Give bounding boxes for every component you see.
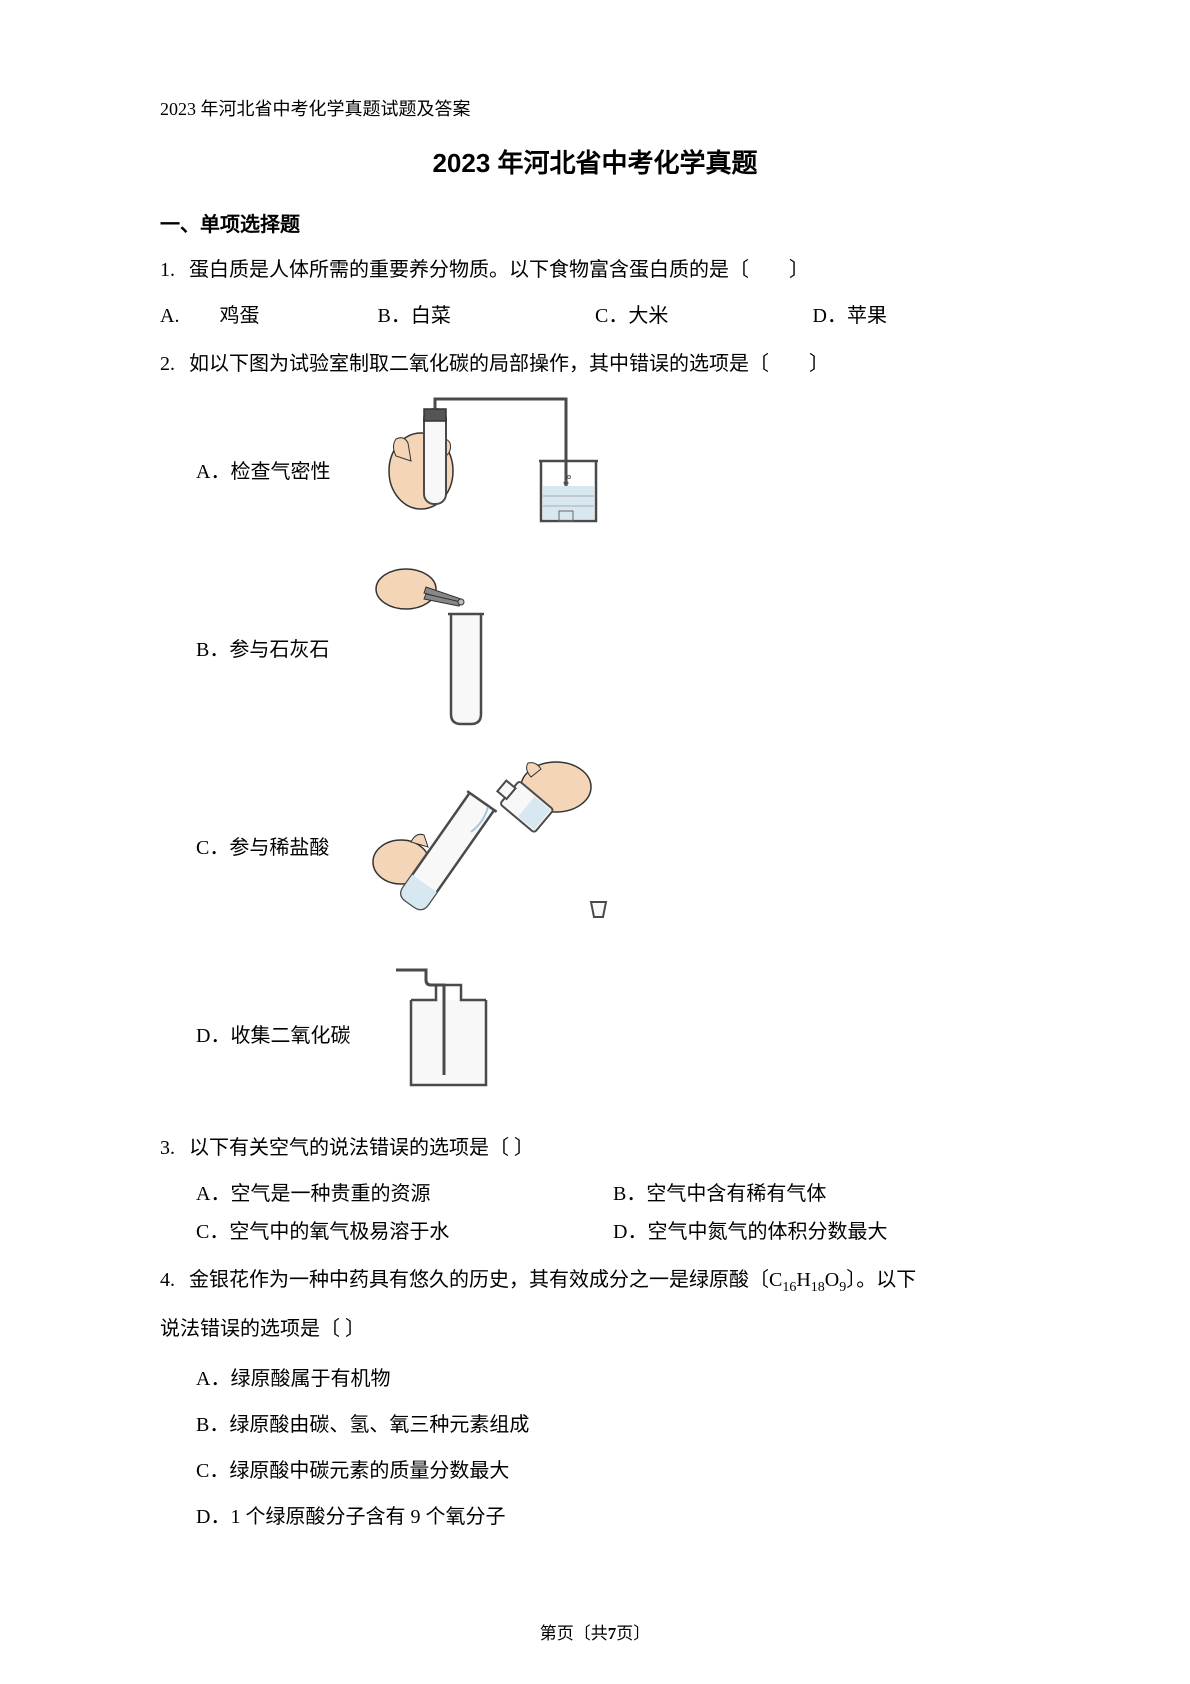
question-1: 1. 蛋白质是人体所需的重要养分物质。以下食物富含蛋白质的是〔 〕 xyxy=(160,251,1030,289)
airtight-check-diagram xyxy=(366,391,626,547)
section-1-heading: 一、单项选择题 xyxy=(160,208,1030,237)
q2-optc-label: C．参与稀盐酸 xyxy=(196,831,366,860)
question-3: 3. 以下有关空气的说法错误的选项是〔 〕 xyxy=(160,1129,1030,1167)
q1-option-a: A. 鸡蛋 xyxy=(160,297,378,335)
q1-option-d: D．苹果 xyxy=(813,297,1031,335)
q4-option-a: A．绿原酸属于有机物 xyxy=(196,1356,1030,1402)
page-header: 2023 年河北省中考化学真题试题及答案 xyxy=(160,95,1030,121)
q4-line2: 说法错误的选项是〔 〕 xyxy=(160,1310,1030,1348)
q4-option-b: B．绿原酸由碳、氢、氧三种元素组成 xyxy=(196,1402,1030,1448)
q1-text: 蛋白质是人体所需的重要养分物质。以下食物富含蛋白质的是〔 〕 xyxy=(189,259,809,281)
q4-text-line2: 说法错误的选项是〔 〕 xyxy=(160,1318,365,1340)
question-2: 2. 如以下图为试验室制取二氧化碳的局部操作，其中错误的选项是〔 〕 xyxy=(160,345,1030,383)
q1-options: A. 鸡蛋 B．白菜 C．大米 D．苹果 xyxy=(160,297,1030,335)
q1-number: 1. xyxy=(160,251,184,289)
q2-image-options: A．检查气密性 xyxy=(160,391,1030,1111)
q2-optd-label: D．收集二氧化碳 xyxy=(196,1019,366,1048)
q3-option-a: A．空气是一种贵重的资源 xyxy=(196,1175,613,1213)
q2-optb-label: B．参与石灰石 xyxy=(196,633,366,662)
q2-option-b: B．参与石灰石 xyxy=(196,559,1030,735)
q4-text-p4: 〕。以下 xyxy=(846,1269,916,1291)
q2-option-a: A．检查气密性 xyxy=(196,391,1030,547)
footer-p1: 第页〔共 xyxy=(540,1624,608,1643)
q2-opta-label: A．检查气密性 xyxy=(196,455,366,484)
question-4: 4. 金银花作为一种中药具有悠久的历史，其有效成分之一是绿原酸〔C16H18O9… xyxy=(160,1261,1030,1302)
q4-options: A．绿原酸属于有机物 B．绿原酸由碳、氢、氧三种元素组成 C．绿原酸中碳元素的质… xyxy=(160,1356,1030,1540)
q3-options-row2: C．空气中的氧气极易溶于水 D．空气中氮气的体积分数最大 xyxy=(160,1213,1030,1251)
exam-title: 2023 年河北省中考化学真题 xyxy=(160,143,1030,180)
add-acid-diagram xyxy=(366,747,646,943)
q1-option-b: B．白菜 xyxy=(378,297,596,335)
q4-text-p3: O xyxy=(825,1269,839,1291)
footer-total: 7 xyxy=(608,1624,617,1643)
q4-option-c: C．绿原酸中碳元素的质量分数最大 xyxy=(196,1448,1030,1494)
q2-option-d: D．收集二氧化碳 xyxy=(196,955,1030,1111)
q2-number: 2. xyxy=(160,345,184,383)
q4-sub1: 16 xyxy=(782,1280,796,1295)
q2-text: 如以下图为试验室制取二氧化碳的局部操作，其中错误的选项是〔 〕 xyxy=(189,353,829,375)
page-footer: 第页〔共7页〕 xyxy=(0,1619,1190,1644)
q4-sub2: 18 xyxy=(811,1280,825,1295)
q4-text-p1: 金银花作为一种中药具有悠久的历史，其有效成分之一是绿原酸〔C xyxy=(189,1269,782,1291)
q3-option-b: B．空气中含有稀有气体 xyxy=(613,1175,1030,1213)
q3-text: 以下有关空气的说法错误的选项是〔 〕 xyxy=(189,1137,534,1159)
q3-option-c: C．空气中的氧气极易溶于水 xyxy=(196,1213,613,1251)
q4-text-p2: H xyxy=(796,1269,810,1291)
add-limestone-diagram xyxy=(366,559,566,735)
q4-option-d: D．1 个绿原酸分子含有 9 个氧分子 xyxy=(196,1494,1030,1540)
q1-option-c: C．大米 xyxy=(595,297,813,335)
footer-p2: 页〕 xyxy=(616,1624,650,1643)
collect-co2-diagram xyxy=(366,955,526,1111)
q3-number: 3. xyxy=(160,1129,184,1167)
q2-option-c: C．参与稀盐酸 xyxy=(196,747,1030,943)
q3-option-d: D．空气中氮气的体积分数最大 xyxy=(613,1213,1030,1251)
q3-options-row1: A．空气是一种贵重的资源 B．空气中含有稀有气体 xyxy=(160,1175,1030,1213)
q4-number: 4. xyxy=(160,1261,184,1299)
